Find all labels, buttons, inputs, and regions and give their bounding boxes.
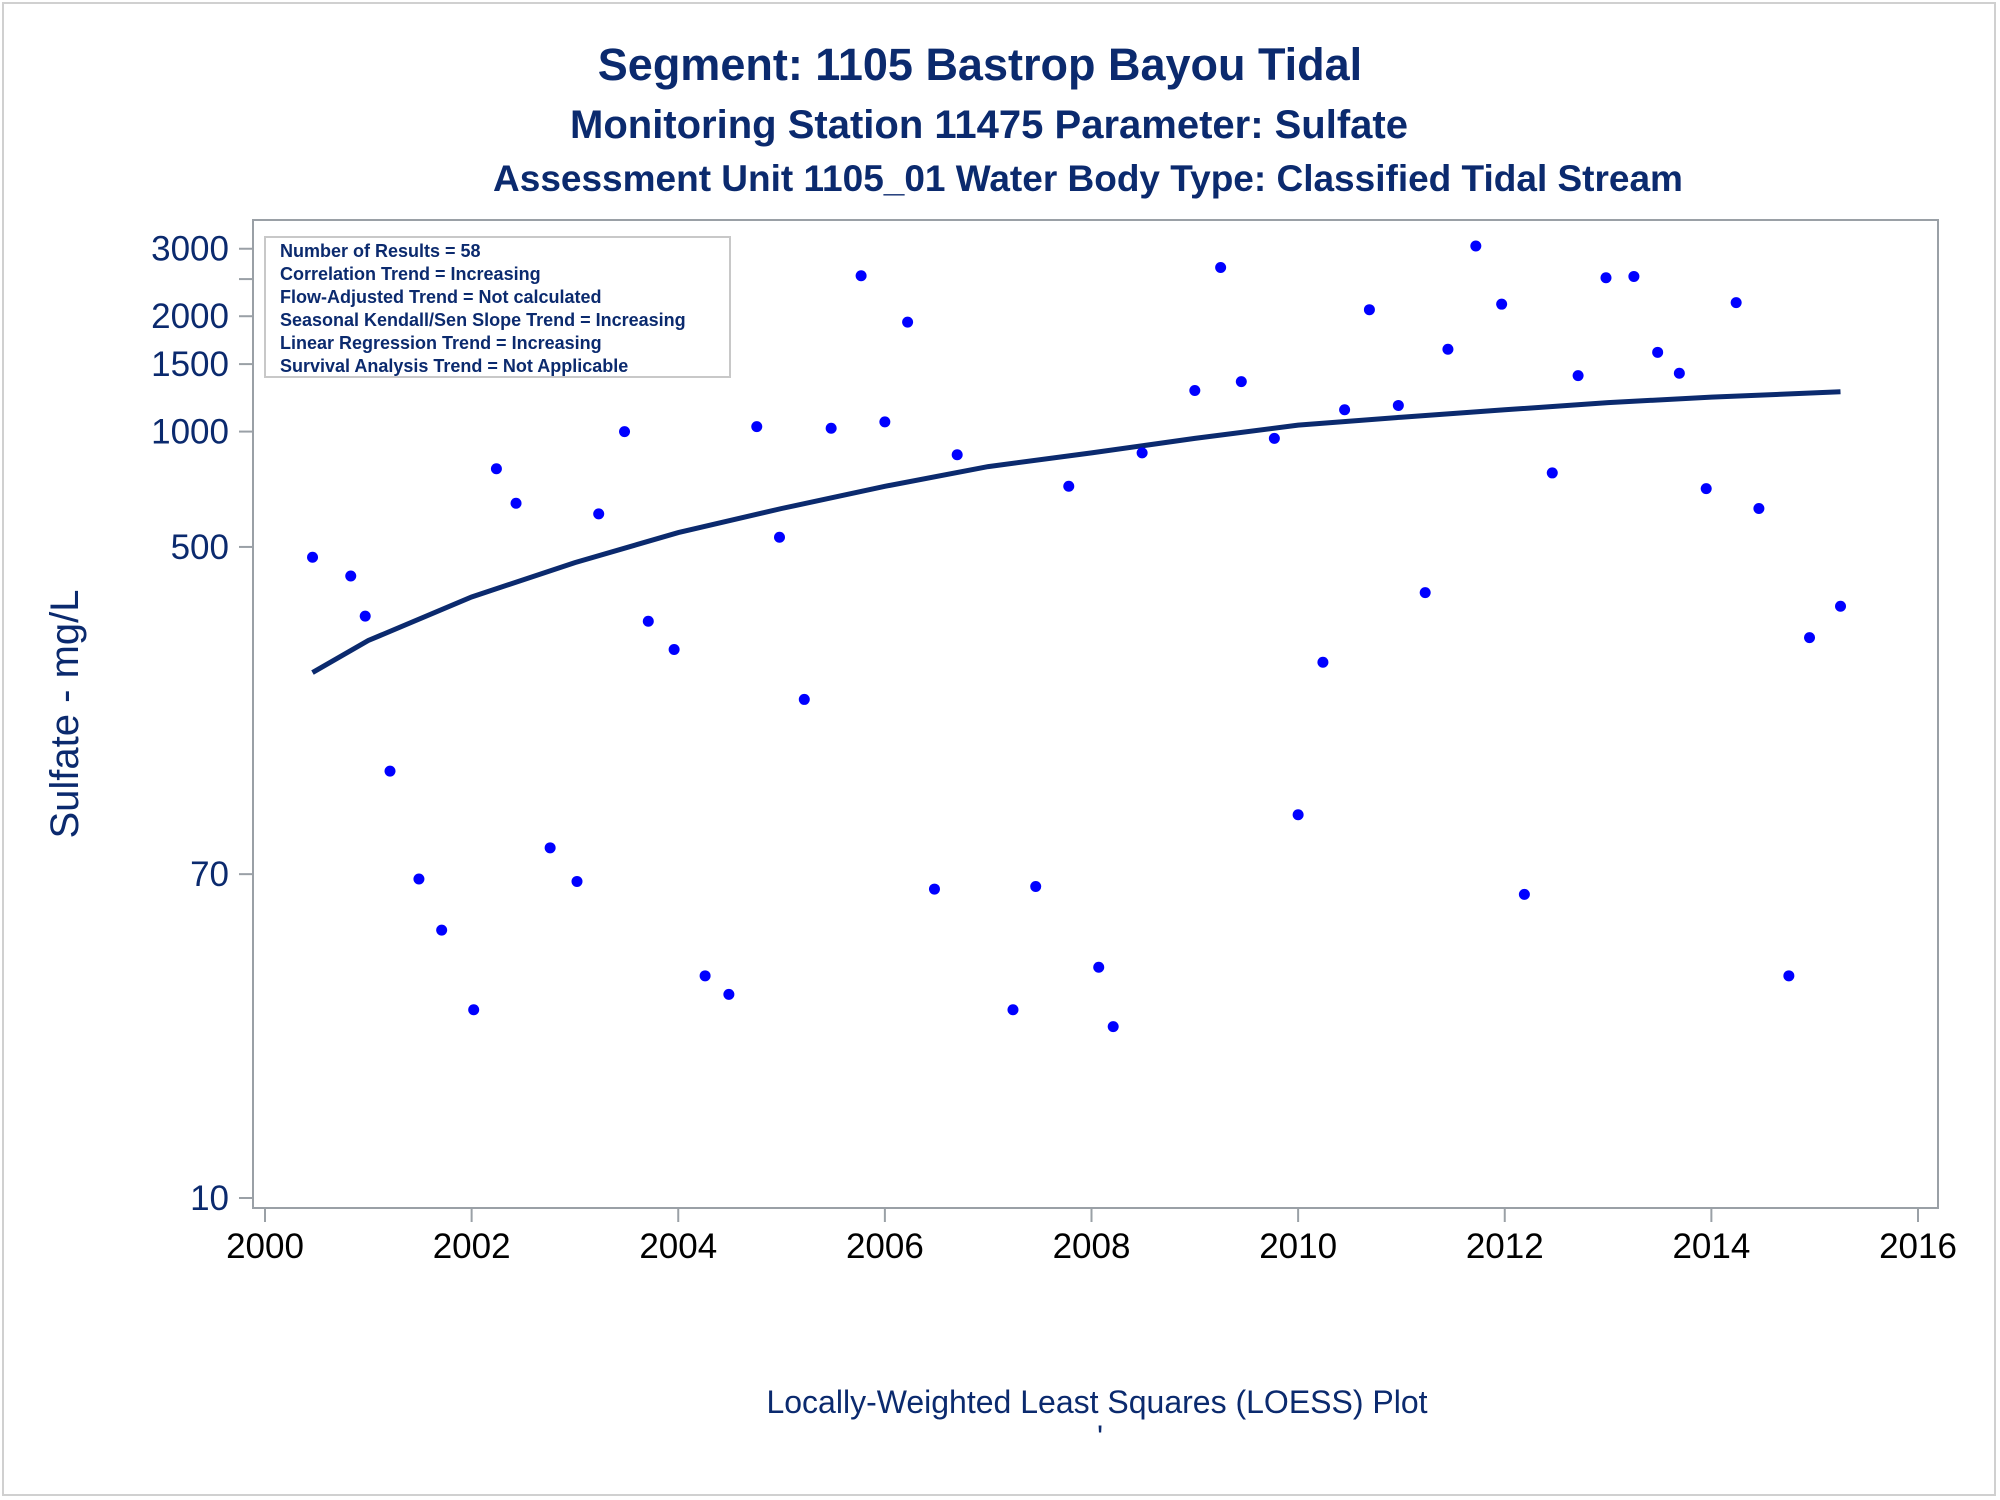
y-axis: 10 70 500 1000 1500 2000 3000 bbox=[151, 230, 253, 1218]
stats-box: Number of Results = 58 Correlation Trend… bbox=[264, 236, 731, 378]
data-point bbox=[1363, 304, 1375, 316]
y-tick-label: 1500 bbox=[151, 345, 229, 384]
data-point bbox=[1392, 399, 1404, 411]
y-axis-label: Sulfate - mg/L bbox=[43, 589, 87, 838]
y-tick-label: 70 bbox=[190, 855, 229, 894]
data-point bbox=[1470, 240, 1482, 252]
data-points bbox=[307, 240, 1847, 1033]
data-point bbox=[490, 463, 502, 475]
data-point bbox=[1063, 480, 1075, 492]
chart-subtitle: Monitoring Station 11475 Parameter: Sulf… bbox=[570, 103, 1408, 147]
data-point bbox=[951, 449, 963, 461]
data-point bbox=[879, 416, 891, 428]
data-point bbox=[855, 270, 867, 282]
data-point bbox=[1652, 346, 1664, 358]
data-point bbox=[1317, 656, 1329, 668]
data-point bbox=[1007, 1004, 1019, 1016]
y-tick-label: 1000 bbox=[151, 413, 229, 452]
data-point bbox=[642, 615, 654, 627]
footnote-mark: ' bbox=[1097, 1419, 1103, 1455]
data-point bbox=[1235, 376, 1247, 388]
stats-line: Linear Regression Trend = Increasing bbox=[280, 333, 602, 353]
x-tick-label: 2006 bbox=[846, 1227, 924, 1266]
x-tick-label: 2008 bbox=[1053, 1227, 1131, 1266]
data-point bbox=[593, 508, 605, 520]
footnote: Locally-Weighted Least Squares (LOESS) P… bbox=[766, 1384, 1427, 1420]
data-point bbox=[668, 643, 680, 655]
stats-line: Number of Results = 58 bbox=[280, 241, 481, 261]
data-point bbox=[928, 883, 940, 895]
data-point bbox=[1442, 343, 1454, 355]
data-point bbox=[1215, 262, 1227, 274]
data-point bbox=[723, 988, 735, 1000]
data-point bbox=[307, 551, 319, 563]
data-point bbox=[384, 765, 396, 777]
data-point bbox=[1518, 888, 1530, 900]
data-point bbox=[1600, 272, 1612, 284]
data-point bbox=[1107, 1021, 1119, 1033]
x-tick-label: 2002 bbox=[433, 1227, 511, 1266]
data-point bbox=[1804, 632, 1816, 644]
chart-title: Segment: 1105 Bastrop Bayou Tidal bbox=[598, 39, 1362, 90]
data-point bbox=[544, 842, 556, 854]
data-point bbox=[1339, 404, 1351, 416]
data-point bbox=[1546, 467, 1558, 479]
data-point bbox=[1835, 600, 1847, 612]
data-point bbox=[1268, 432, 1280, 444]
stats-line: Correlation Trend = Increasing bbox=[280, 264, 541, 284]
x-tick-label: 2014 bbox=[1672, 1227, 1750, 1266]
data-point bbox=[571, 875, 583, 887]
y-tick-label: 500 bbox=[171, 528, 229, 567]
data-point bbox=[751, 421, 763, 433]
data-point bbox=[902, 316, 914, 328]
loess-curve bbox=[311, 389, 1841, 675]
data-point bbox=[359, 610, 371, 622]
data-point bbox=[413, 873, 425, 885]
data-point bbox=[1496, 298, 1508, 310]
data-point bbox=[1030, 880, 1042, 892]
data-point bbox=[825, 422, 837, 434]
data-point bbox=[1292, 809, 1304, 821]
x-tick-label: 2010 bbox=[1259, 1227, 1337, 1266]
data-point bbox=[436, 924, 448, 936]
plot-area bbox=[252, 219, 1939, 1209]
x-tick-label: 2016 bbox=[1879, 1227, 1957, 1266]
stats-line: Flow-Adjusted Trend = Not calculated bbox=[280, 287, 602, 307]
x-axis: 2000 2002 2004 2006 2008 2010 2012 2014 2016 bbox=[226, 1208, 1957, 1266]
stats-box-border bbox=[264, 236, 731, 378]
data-point bbox=[1673, 367, 1685, 379]
data-point bbox=[468, 1004, 480, 1016]
chart-subtitle-2: Assessment Unit 1105_01 Water Body Type:… bbox=[493, 158, 1683, 199]
data-point bbox=[798, 693, 810, 705]
stats-line: Seasonal Kendall/Sen Slope Trend = Incre… bbox=[280, 310, 686, 330]
x-tick-label: 2012 bbox=[1466, 1227, 1544, 1266]
data-point bbox=[1419, 587, 1431, 599]
data-point bbox=[1700, 483, 1712, 495]
data-point bbox=[619, 426, 631, 438]
data-point bbox=[1572, 370, 1584, 382]
stats-line: Survival Analysis Trend = Not Applicable bbox=[280, 356, 628, 376]
x-tick-label: 2000 bbox=[226, 1227, 304, 1266]
data-point bbox=[1136, 447, 1148, 459]
data-point bbox=[1730, 297, 1742, 309]
y-tick-label: 3000 bbox=[151, 230, 229, 269]
data-point bbox=[1189, 384, 1201, 396]
y-tick-label: 10 bbox=[190, 1179, 229, 1218]
data-point bbox=[773, 531, 785, 543]
data-point bbox=[699, 970, 711, 982]
data-point bbox=[1093, 961, 1105, 973]
data-point bbox=[1783, 970, 1795, 982]
data-point bbox=[1753, 502, 1765, 514]
data-point bbox=[510, 497, 522, 509]
data-point bbox=[1628, 270, 1640, 282]
y-tick-label: 2000 bbox=[151, 297, 229, 336]
data-point bbox=[345, 570, 357, 582]
x-tick-label: 2004 bbox=[639, 1227, 717, 1266]
